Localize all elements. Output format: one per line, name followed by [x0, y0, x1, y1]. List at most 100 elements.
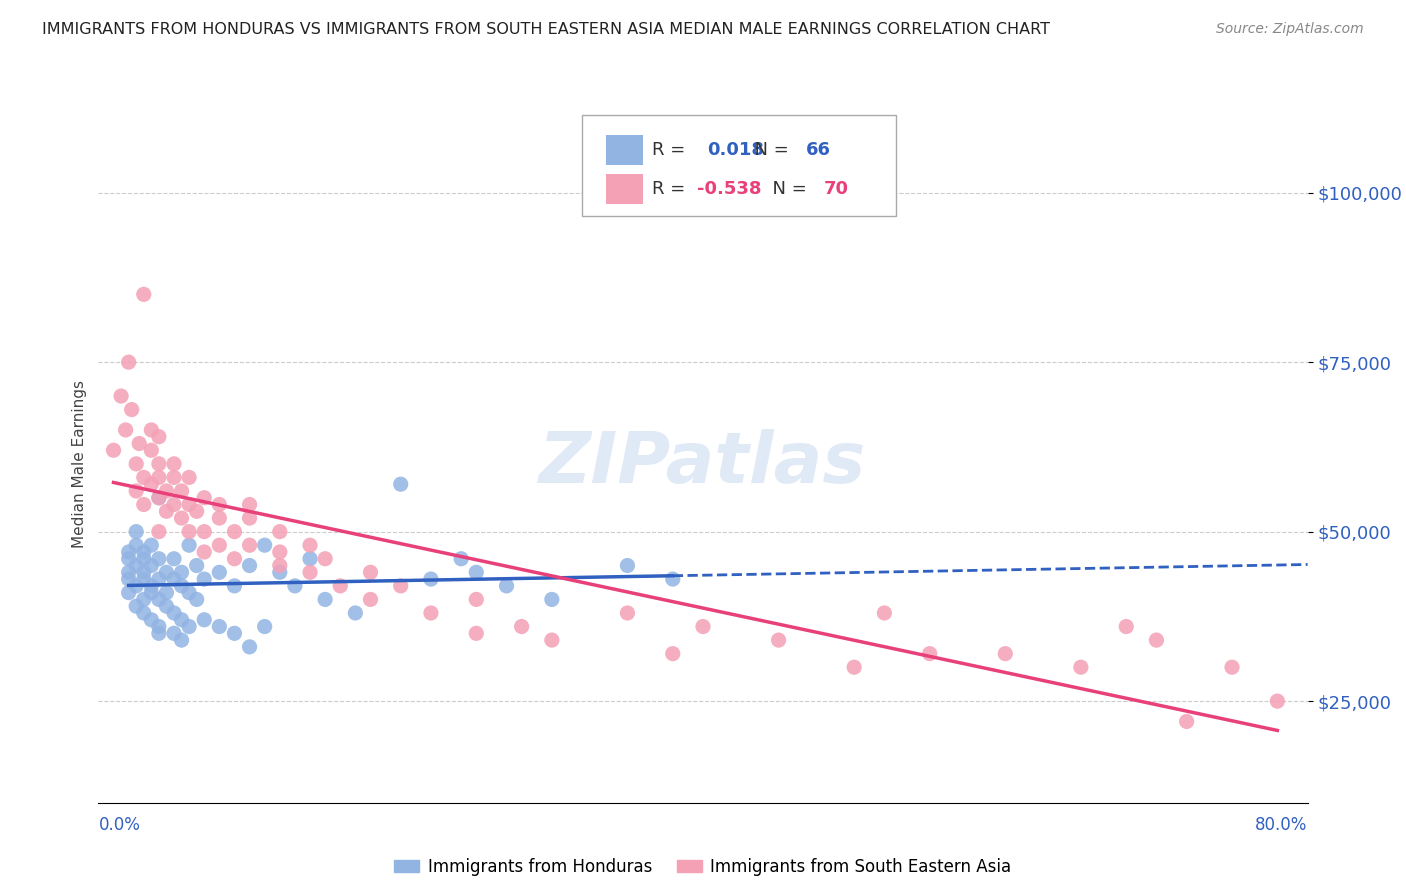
Point: [208, 498, 231, 512]
Point: [994, 647, 1017, 661]
Point: [224, 524, 246, 539]
Point: [1115, 619, 1137, 633]
Point: [193, 491, 215, 505]
Point: [419, 572, 441, 586]
Bar: [606, 135, 643, 165]
Point: [1070, 660, 1092, 674]
Point: [177, 470, 201, 484]
Point: [540, 592, 562, 607]
Point: [125, 599, 148, 614]
Point: [163, 606, 186, 620]
Point: [284, 579, 307, 593]
Point: [177, 619, 201, 633]
Point: [1144, 633, 1167, 648]
Text: 66: 66: [806, 141, 831, 159]
Point: [360, 566, 382, 580]
Point: [389, 579, 412, 593]
Point: [239, 538, 262, 552]
Point: [125, 524, 148, 539]
Point: [208, 619, 231, 633]
Text: IMMIGRANTS FROM HONDURAS VS IMMIGRANTS FROM SOUTH EASTERN ASIA MEDIAN MALE EARNI: IMMIGRANTS FROM HONDURAS VS IMMIGRANTS F…: [42, 22, 1050, 37]
Point: [148, 457, 170, 471]
Text: 70: 70: [824, 180, 849, 198]
Point: [155, 599, 177, 614]
Point: [132, 545, 155, 559]
Point: [208, 511, 231, 525]
Point: [141, 477, 163, 491]
Point: [419, 606, 441, 620]
Point: [132, 592, 155, 607]
Point: [224, 579, 246, 593]
Point: [170, 633, 193, 648]
Point: [125, 579, 148, 593]
Point: [170, 579, 193, 593]
Point: [269, 524, 291, 539]
Point: [141, 585, 163, 599]
Point: [148, 430, 170, 444]
Point: [344, 606, 367, 620]
Point: [177, 524, 201, 539]
Point: [155, 585, 177, 599]
Text: 80.0%: 80.0%: [1256, 816, 1308, 834]
Point: [768, 633, 790, 648]
Point: [125, 558, 148, 573]
Point: [132, 606, 155, 620]
Point: [148, 592, 170, 607]
Point: [314, 592, 336, 607]
Y-axis label: Median Male Earnings: Median Male Earnings: [72, 380, 87, 548]
Point: [239, 640, 262, 654]
Point: [118, 551, 141, 566]
Point: [132, 572, 155, 586]
Legend: Immigrants from Honduras, Immigrants from South Eastern Asia: Immigrants from Honduras, Immigrants fro…: [388, 851, 1018, 882]
FancyBboxPatch shape: [582, 115, 897, 217]
Point: [239, 558, 262, 573]
Point: [616, 558, 638, 573]
Point: [616, 606, 638, 620]
Point: [163, 626, 186, 640]
Point: [1175, 714, 1198, 729]
Point: [148, 491, 170, 505]
Point: [163, 470, 186, 484]
Point: [510, 619, 533, 633]
Point: [465, 566, 488, 580]
Point: [495, 579, 517, 593]
Point: [132, 287, 155, 301]
Text: R =: R =: [652, 141, 692, 159]
Point: [148, 619, 170, 633]
Point: [141, 558, 163, 573]
Point: [269, 558, 291, 573]
Point: [141, 579, 163, 593]
Point: [389, 477, 412, 491]
Point: [170, 613, 193, 627]
Point: [253, 619, 276, 633]
Point: [121, 402, 143, 417]
Point: [132, 551, 155, 566]
Point: [269, 545, 291, 559]
Point: [299, 551, 322, 566]
Text: N =: N =: [742, 141, 794, 159]
Text: -0.538: -0.538: [697, 180, 762, 198]
Point: [465, 626, 488, 640]
Point: [193, 613, 215, 627]
Point: [177, 498, 201, 512]
Point: [155, 483, 177, 498]
Point: [224, 551, 246, 566]
Text: Source: ZipAtlas.com: Source: ZipAtlas.com: [1216, 22, 1364, 37]
Text: R =: R =: [652, 180, 692, 198]
Point: [118, 355, 141, 369]
Point: [125, 457, 148, 471]
Point: [155, 504, 177, 518]
Point: [1220, 660, 1243, 674]
Point: [299, 566, 322, 580]
Point: [186, 558, 208, 573]
Point: [692, 619, 714, 633]
Point: [239, 511, 262, 525]
Point: [208, 566, 231, 580]
Point: [132, 566, 155, 580]
Text: ZIPatlas: ZIPatlas: [540, 429, 866, 499]
Text: 0.018: 0.018: [707, 141, 763, 159]
Text: 0.0%: 0.0%: [98, 816, 141, 834]
Point: [239, 498, 262, 512]
Point: [540, 633, 562, 648]
Point: [141, 613, 163, 627]
